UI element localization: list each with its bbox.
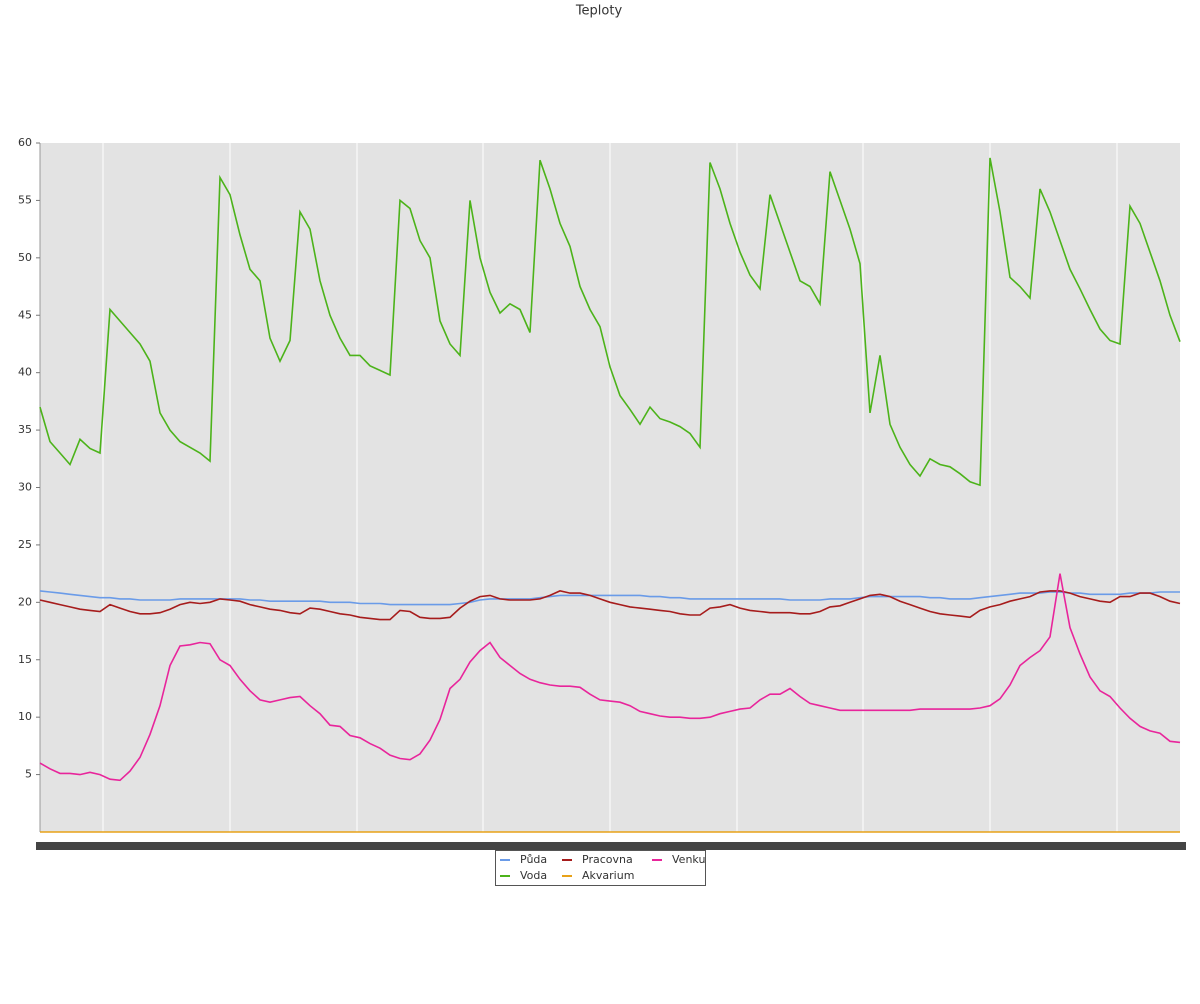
series-line: [39, 157, 1181, 487]
legend-label: Venku: [672, 853, 705, 866]
y-tick-label: 35: [18, 423, 32, 436]
series-line: [39, 573, 1181, 782]
chart-title: Teploty: [575, 4, 623, 19]
legend-label: Akvarium: [582, 869, 634, 882]
y-tick-label: 25: [18, 538, 32, 551]
x-grid: [102, 143, 1118, 832]
y-tick-label: 30: [18, 481, 32, 494]
y-tick-label: 5: [25, 768, 32, 781]
x-tick-labels-overlap: [36, 842, 1186, 850]
legend-label: Pracovna: [582, 853, 633, 866]
y-tick-label: 60: [18, 136, 32, 149]
legend: [495, 850, 706, 886]
y-tick-label: 45: [18, 308, 32, 321]
y-tick-label: 55: [18, 193, 32, 206]
y-tick-label: 40: [18, 366, 32, 379]
plot: [39, 157, 1181, 833]
legend-label: Půda: [520, 853, 547, 866]
legend-items: Půda Voda Pracovna Akvarium Venku: [500, 853, 705, 882]
y-tick-label: 20: [18, 595, 32, 608]
series-line: [39, 590, 1181, 621]
y-tick-label: 15: [18, 653, 32, 666]
y-tick-label: 50: [18, 251, 32, 264]
y-tick-label: 10: [18, 710, 32, 723]
series-line: [39, 590, 1180, 606]
legend-label: Voda: [520, 869, 547, 882]
